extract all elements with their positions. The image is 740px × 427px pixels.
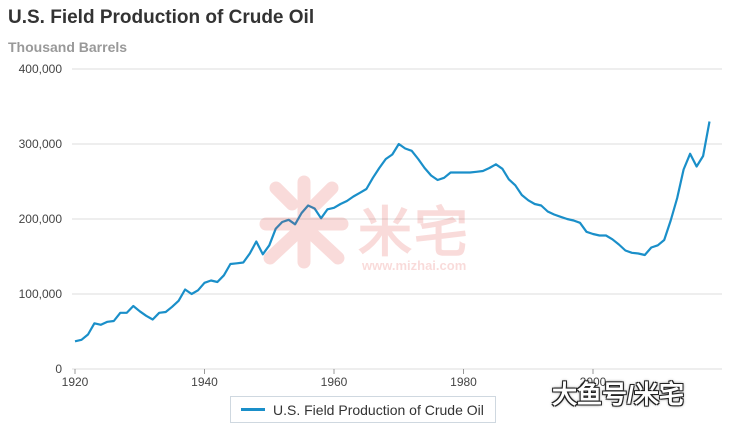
chart-subtitle: Thousand Barrels [8, 39, 128, 55]
y-tick-label: 400,000 [19, 62, 63, 76]
y-tick-label: 0 [55, 362, 62, 376]
x-tick-label: 1980 [450, 375, 477, 389]
gridlines [72, 68, 722, 370]
series-line-0 [74, 121, 711, 343]
corner-watermark: 大鱼号/米宅 [552, 381, 684, 409]
chart-legend[interactable]: U.S. Field Production of Crude Oil [230, 396, 496, 423]
y-axis-ticks: 0 100,000 200,000 300,000 400,000 [19, 62, 63, 376]
x-tick-label: 1940 [191, 375, 218, 389]
x-axis-ticks: 1920 1940 1960 1980 2000 [62, 369, 607, 389]
x-tick-label: 2000 [580, 375, 607, 389]
legend-label: U.S. Field Production of Crude Oil [273, 401, 484, 418]
y-tick-label: 100,000 [19, 287, 63, 301]
series-layer [74, 121, 711, 343]
legend-swatch [241, 408, 265, 411]
y-tick-label: 300,000 [19, 137, 63, 151]
x-tick-label: 1960 [321, 375, 348, 389]
y-tick-label: 200,000 [19, 212, 63, 226]
chart-title: U.S. Field Production of Crude Oil [8, 7, 315, 28]
x-tick-label: 1920 [62, 375, 89, 389]
